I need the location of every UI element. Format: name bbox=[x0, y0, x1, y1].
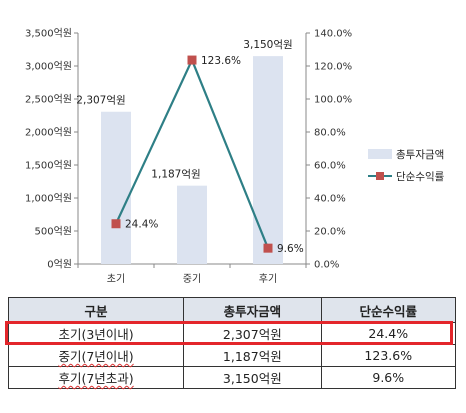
table-header-row: 구분 총투자금액 단순수익률 bbox=[7, 297, 457, 323]
y-left-tick-label: 1,500억원 bbox=[25, 160, 72, 172]
y-right-tick-label: 20.0% bbox=[314, 227, 346, 238]
line-data-label: 24.4% bbox=[125, 219, 158, 231]
y-right-tick-label: 100.0% bbox=[314, 95, 352, 106]
y-left-tick-label: 2,000억원 bbox=[25, 127, 72, 139]
y-right-tick-label: 140.0% bbox=[314, 29, 352, 40]
y-right-tick-label: 40.0% bbox=[314, 194, 346, 205]
header-rate: 단순수익률 bbox=[320, 297, 457, 323]
bar bbox=[253, 56, 283, 264]
header-amount: 총투자금액 bbox=[183, 297, 322, 323]
cell-amount: 3,150억원 bbox=[183, 366, 322, 389]
y-left-tick-label: 3,000억원 bbox=[25, 61, 72, 73]
y-left-tick-label: 1,000억원 bbox=[25, 193, 72, 205]
combo-chart: 0억원 500억원 1,000억원 1,500억원 2,000억원 2,500억원 3,00… bbox=[25, 28, 445, 286]
bar-data-label: 1,187억원 bbox=[151, 169, 200, 181]
bar bbox=[177, 185, 207, 264]
y-left-tick-label: 0억원 bbox=[47, 259, 72, 271]
summary-table: 구분 총투자금액 단순수익률 초기(3년이내) 2,307억원 24.4% 중기… bbox=[7, 297, 457, 389]
cell-amount: 2,307억원 bbox=[183, 322, 322, 345]
y-right-tick-label: 60.0% bbox=[314, 161, 346, 172]
line-marker bbox=[187, 55, 197, 65]
legend-label: 총투자금액 bbox=[396, 149, 444, 161]
cell-phase: 초기(3년이내) bbox=[7, 322, 185, 345]
cell-phase: 후기(7년초과) bbox=[7, 366, 185, 389]
bar-data-label: 3,150억원 bbox=[243, 39, 292, 51]
y-right-tick-label: 80.0% bbox=[314, 128, 346, 139]
cell-rate: 123.6% bbox=[320, 344, 457, 367]
y-left-tick-label: 2,500억원 bbox=[25, 94, 72, 106]
line-marker bbox=[263, 243, 273, 253]
bar-data-label: 2,307억원 bbox=[76, 95, 125, 107]
line-data-label: 123.6% bbox=[201, 55, 241, 67]
y-left-tick-label: 3,500억원 bbox=[25, 28, 72, 40]
line-marker bbox=[111, 219, 121, 229]
bar bbox=[101, 111, 131, 264]
legend-swatch-bar bbox=[368, 149, 392, 159]
cell-rate: 24.4% bbox=[320, 322, 457, 345]
table-row: 후기(7년초과) 3,150억원 9.6% bbox=[7, 366, 457, 389]
cell-amount: 1,187억원 bbox=[183, 344, 322, 367]
header-phase: 구분 bbox=[7, 297, 185, 323]
y-right-tick-label: 120.0% bbox=[314, 62, 352, 73]
table-row: 초기(3년이내) 2,307억원 24.4% bbox=[7, 322, 457, 345]
legend-label: 단순수익률 bbox=[396, 171, 445, 183]
line-data-label: 9.6% bbox=[277, 243, 304, 255]
y-right-tick-label: 0.0% bbox=[314, 260, 339, 271]
cell-rate: 9.6% bbox=[320, 366, 457, 389]
x-tick-label: 초기 bbox=[107, 273, 125, 285]
cell-phase: 중기(7년이내) bbox=[7, 344, 185, 367]
table-row: 중기(7년이내) 1,187억원 123.6% bbox=[7, 344, 457, 367]
legend-swatch-marker bbox=[376, 172, 384, 180]
x-tick-label: 중기 bbox=[183, 273, 201, 285]
x-tick-label: 후기 bbox=[259, 273, 277, 285]
y-left-tick-label: 500억원 bbox=[35, 226, 73, 238]
